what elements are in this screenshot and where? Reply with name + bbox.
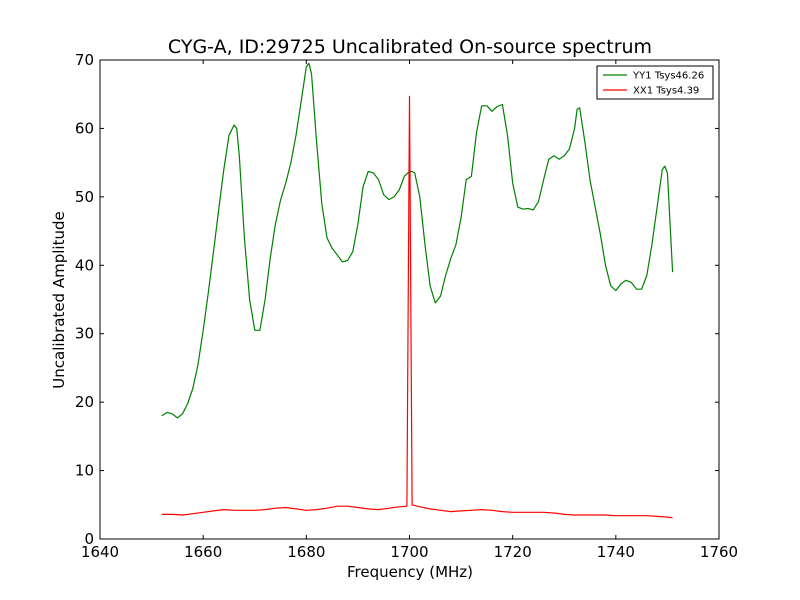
y-tick-label: 0 [84, 530, 94, 548]
x-tick-label: 1760 [700, 543, 738, 561]
y-tick-label: 70 [75, 51, 94, 69]
x-tick-label: 1720 [494, 543, 532, 561]
y-tick-label: 20 [75, 393, 94, 411]
x-tick-label: 1700 [390, 543, 428, 561]
x-tick-label: 1640 [81, 543, 119, 561]
chart-title: CYG-A, ID:29725 Uncalibrated On-source s… [168, 36, 652, 58]
y-tick-label: 50 [75, 188, 94, 206]
axis-ticks: 1640 1660 1680 1700 1720 1740 1760 0 10 20 30 40 50 6… [75, 51, 738, 561]
y-tick-label: 40 [75, 256, 94, 274]
series-line-0 [161, 62, 674, 419]
series-line-1 [161, 95, 673, 519]
plot-area [161, 62, 674, 519]
legend: YY1 Tsys46.26 XX1 Tsys4.39 [596, 65, 714, 100]
y-tick-label: 60 [75, 119, 94, 137]
legend-label-0: YY1 Tsys46.26 [632, 71, 704, 82]
x-tick-label: 1680 [287, 543, 325, 561]
y-axis-label: Uncalibrated Amplitude [50, 211, 68, 388]
y-tick-label: 10 [75, 462, 94, 480]
y-tick-label: 30 [75, 325, 94, 343]
legend-label-1: XX1 Tsys4.39 [633, 86, 699, 97]
x-tick-label: 1740 [597, 543, 635, 561]
x-axis-label: Frequency (MHz) [347, 563, 473, 581]
x-tick-label: 1660 [184, 543, 222, 561]
legend-box [596, 65, 714, 100]
